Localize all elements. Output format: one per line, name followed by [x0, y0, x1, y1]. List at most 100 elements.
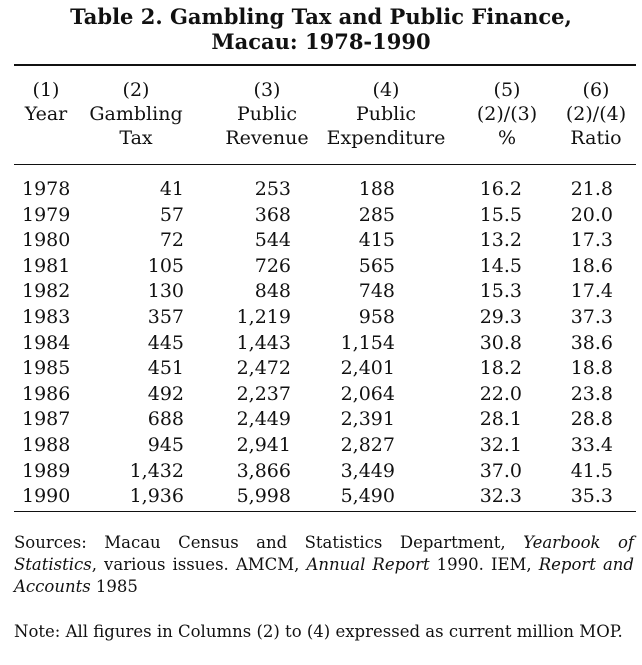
sources-text-1: Sources: Macau Census and Statistics Dep… — [14, 533, 524, 552]
cell-tax-expenditure-ratio: 41.5 — [570, 459, 613, 482]
cell-year: 1979 — [22, 203, 71, 226]
header-gambling-tax: (2) Gambling Tax — [82, 78, 190, 150]
cell-year: 1987 — [22, 408, 71, 431]
cell-public-revenue: 2,472 — [236, 357, 291, 380]
cell-public-revenue: 726 — [254, 254, 291, 277]
cell-public-revenue: 2,449 — [236, 408, 291, 431]
bottom-rule — [14, 511, 636, 512]
cell-tax-expenditure-ratio: 17.3 — [570, 229, 613, 252]
header-ratio-label-2: Ratio — [570, 127, 622, 149]
header-ratio-label-1: (2)/(4) — [565, 103, 627, 125]
cell-public-expenditure: 1,154 — [340, 331, 395, 354]
cell-gambling-tax: 492 — [147, 382, 184, 405]
cell-year: 1980 — [22, 229, 71, 252]
header-year-number: (1) — [32, 79, 60, 101]
cell-tax-expenditure-ratio: 35.3 — [570, 485, 613, 508]
cell-tax-revenue-percent: 32.1 — [479, 433, 522, 456]
header-public-revenue-number: (3) — [253, 79, 281, 101]
cell-public-expenditure: 5,490 — [340, 485, 395, 508]
header-ratio: (6) (2)/(4) Ratio — [554, 78, 638, 150]
cell-tax-revenue-percent: 13.2 — [479, 229, 522, 252]
header-gambling-tax-label-2: Tax — [119, 127, 153, 149]
table-row: 1989 1,432 3,866 3,449 37.0 41.5 — [0, 459, 642, 485]
cell-public-expenditure: 415 — [358, 229, 395, 252]
cell-public-revenue: 2,941 — [236, 433, 291, 456]
table-title-line-2: Macau: 1978-1990 — [211, 29, 431, 54]
cell-tax-expenditure-ratio: 18.6 — [570, 254, 613, 277]
cell-tax-expenditure-ratio: 18.8 — [570, 357, 613, 380]
table-row: 1980 72 544 415 13.2 17.3 — [0, 228, 642, 254]
cell-year: 1985 — [22, 357, 71, 380]
cell-tax-revenue-percent: 37.0 — [479, 459, 522, 482]
cell-public-expenditure: 958 — [358, 305, 395, 328]
cell-public-revenue: 848 — [254, 280, 291, 303]
sources-text-4: 1985 — [90, 577, 138, 596]
cell-public-expenditure: 748 — [358, 280, 395, 303]
cell-year: 1986 — [22, 382, 71, 405]
cell-gambling-tax: 130 — [147, 280, 184, 303]
table-body: 1978 41 253 188 16.2 21.8 1979 57 368 28… — [0, 177, 642, 510]
cell-public-expenditure: 2,064 — [340, 382, 395, 405]
cell-tax-expenditure-ratio: 28.8 — [570, 408, 613, 431]
cell-year: 1983 — [22, 305, 71, 328]
cell-year: 1982 — [22, 280, 71, 303]
cell-gambling-tax: 105 — [147, 254, 184, 277]
cell-public-expenditure: 2,391 — [340, 408, 395, 431]
cell-tax-expenditure-ratio: 17.4 — [570, 280, 613, 303]
cell-public-revenue: 544 — [254, 229, 291, 252]
cell-public-expenditure: 2,827 — [340, 433, 395, 456]
header-public-expenditure: (4) Public Expenditure — [322, 78, 450, 150]
cell-gambling-tax: 1,432 — [129, 459, 184, 482]
header-ratio-percent-label-2: % — [497, 127, 517, 149]
cell-gambling-tax: 57 — [159, 203, 184, 226]
cell-tax-expenditure-ratio: 20.0 — [570, 203, 613, 226]
cell-public-expenditure: 285 — [358, 203, 395, 226]
table-title: Table 2. Gambling Tax and Public Finance… — [0, 4, 642, 54]
cell-gambling-tax: 945 — [147, 433, 184, 456]
cell-year: 1984 — [22, 331, 71, 354]
cell-public-expenditure: 565 — [358, 254, 395, 277]
table-row: 1978 41 253 188 16.2 21.8 — [0, 177, 642, 203]
sources-text-3: 1990. IEM, — [429, 555, 539, 574]
table-row: 1981 105 726 565 14.5 18.6 — [0, 254, 642, 280]
cell-year: 1988 — [22, 433, 71, 456]
cell-public-revenue: 1,443 — [236, 331, 291, 354]
cell-gambling-tax: 451 — [147, 357, 184, 380]
cell-tax-revenue-percent: 29.3 — [479, 305, 522, 328]
cell-public-expenditure: 3,449 — [340, 459, 395, 482]
header-public-revenue: (3) Public Revenue — [212, 78, 322, 150]
header-public-revenue-label-2: Revenue — [225, 127, 309, 149]
cell-tax-expenditure-ratio: 21.8 — [570, 178, 613, 200]
cell-tax-revenue-percent: 18.2 — [479, 357, 522, 380]
table-row: 1983 357 1,219 958 29.3 37.3 — [0, 305, 642, 331]
cell-year: 1981 — [22, 254, 71, 277]
table-row: 1982 130 848 748 15.3 17.4 — [0, 279, 642, 305]
cell-tax-expenditure-ratio: 23.8 — [570, 382, 613, 405]
header-public-revenue-label-1: Public — [237, 103, 297, 125]
cell-year: 1990 — [22, 485, 71, 508]
cell-tax-revenue-percent: 15.3 — [479, 280, 522, 303]
cell-gambling-tax: 445 — [147, 331, 184, 354]
cell-public-revenue: 1,219 — [236, 305, 291, 328]
header-ratio-percent-number: (5) — [493, 79, 521, 101]
table-row: 1987 688 2,449 2,391 28.1 28.8 — [0, 407, 642, 433]
header-ratio-percent: (5) (2)/(3) % — [462, 78, 552, 150]
header-gambling-tax-number: (2) — [122, 79, 150, 101]
header-ratio-number: (6) — [582, 79, 610, 101]
cell-gambling-tax: 357 — [147, 305, 184, 328]
cell-year: 1989 — [22, 459, 71, 482]
table-row: 1986 492 2,237 2,064 22.0 23.8 — [0, 382, 642, 408]
cell-gambling-tax: 41 — [159, 178, 184, 200]
cell-tax-expenditure-ratio: 38.6 — [570, 331, 613, 354]
header-ratio-percent-label-1: (2)/(3) — [476, 103, 538, 125]
cell-tax-revenue-percent: 16.2 — [479, 178, 522, 200]
top-rule — [14, 64, 636, 66]
cell-tax-revenue-percent: 22.0 — [479, 382, 522, 405]
cell-gambling-tax: 688 — [147, 408, 184, 431]
sources-text-2: , various issues. AMCM, — [91, 555, 307, 574]
cell-public-revenue: 368 — [254, 203, 291, 226]
cell-public-revenue: 3,866 — [236, 459, 291, 482]
cell-public-revenue: 5,998 — [236, 485, 291, 508]
cell-tax-revenue-percent: 32.3 — [479, 485, 522, 508]
